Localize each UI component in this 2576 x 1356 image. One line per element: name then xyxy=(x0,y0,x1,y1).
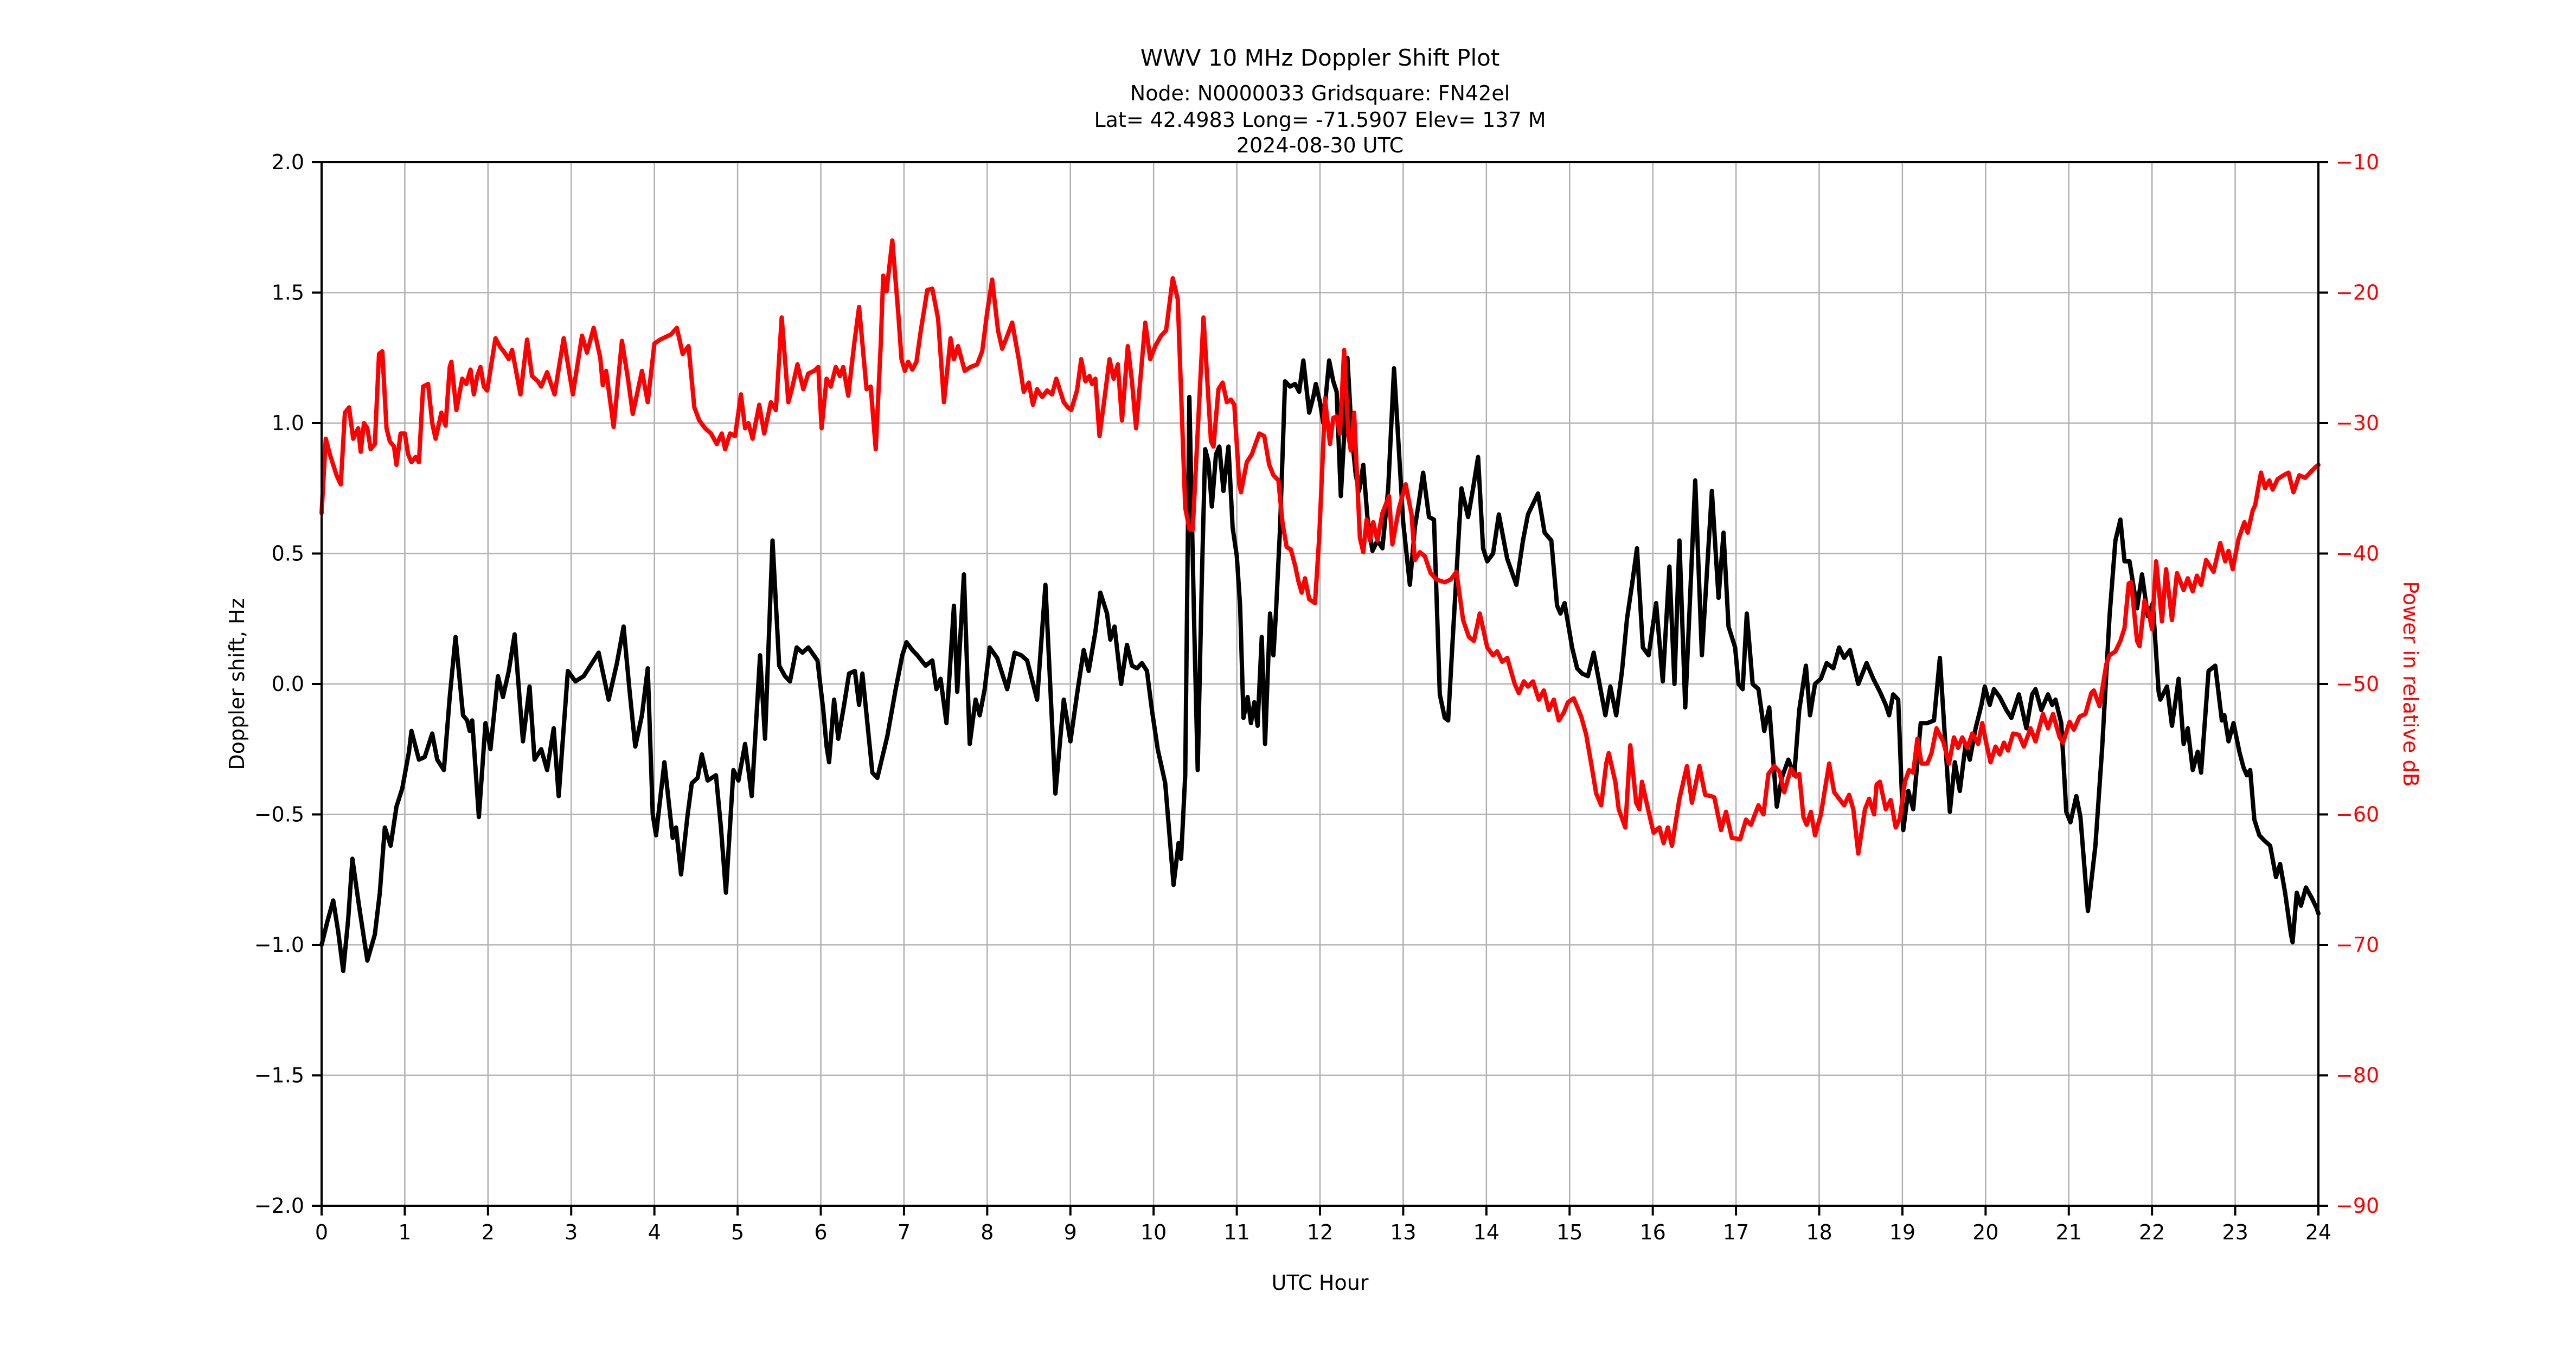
x-axis-label: UTC Hour xyxy=(1272,1271,1369,1295)
plot-title: WWV 10 MHz Doppler Shift Plot xyxy=(1140,44,1500,71)
y-right-tick-label: −30 xyxy=(2336,411,2379,435)
y-left-tick-label: 0.5 xyxy=(272,542,304,566)
x-tick-label: 9 xyxy=(1064,1220,1077,1244)
x-tick-label: 13 xyxy=(1390,1220,1416,1244)
x-tick-label: 7 xyxy=(898,1220,911,1244)
y-right-tick-label: −20 xyxy=(2336,281,2379,305)
y-axis-label-right: Power in relative dB xyxy=(2399,581,2423,786)
x-tick-label: 3 xyxy=(565,1220,578,1244)
x-tick-label: 2 xyxy=(482,1220,495,1244)
x-tick-label: 15 xyxy=(1556,1220,1582,1244)
y-right-tick-label: −10 xyxy=(2336,150,2379,174)
x-tick-label: 23 xyxy=(2222,1220,2248,1244)
x-tick-label: 5 xyxy=(731,1220,744,1244)
x-tick-label: 20 xyxy=(1972,1220,1998,1244)
plot-subtitle-node: Node: N0000033 Gridsquare: FN42el xyxy=(1130,81,1510,105)
x-tick-label: 0 xyxy=(315,1220,328,1244)
x-tick-label: 14 xyxy=(1473,1220,1500,1244)
x-tick-label: 12 xyxy=(1307,1220,1333,1244)
data-series xyxy=(319,238,2321,974)
x-tick-label: 6 xyxy=(814,1220,827,1244)
x-tick-label: 19 xyxy=(1889,1220,1915,1244)
x-tick-label: 16 xyxy=(1639,1220,1665,1244)
y-right-tick-label: −70 xyxy=(2336,933,2379,957)
x-tick-label: 18 xyxy=(1806,1220,1832,1244)
tick-marks xyxy=(312,161,2328,1216)
y-left-tick-label: 0.0 xyxy=(272,672,304,696)
x-tick-label: 1 xyxy=(398,1220,411,1244)
y-left-tick-label: 1.0 xyxy=(272,411,304,435)
y-right-tick-label: −80 xyxy=(2336,1064,2379,1088)
x-tick-label: 22 xyxy=(2139,1220,2165,1244)
tick-labels: 0 1 2 3 4 5 6 7 8 9 10 11 12 13 14 15 16 17 18 19 20 21 22 23 24… xyxy=(254,150,2379,1244)
doppler-shift-line xyxy=(319,355,2321,974)
y-left-tick-label: −1.5 xyxy=(254,1064,304,1088)
x-tick-label: 24 xyxy=(2305,1220,2331,1244)
x-tick-label: 11 xyxy=(1223,1220,1249,1244)
y-right-tick-label: −40 xyxy=(2336,542,2379,566)
y-left-tick-label: −0.5 xyxy=(254,803,304,827)
x-tick-label: 17 xyxy=(1723,1220,1749,1244)
y-left-tick-label: 1.5 xyxy=(272,281,304,305)
x-tick-label: 21 xyxy=(2056,1220,2082,1244)
x-tick-label: 8 xyxy=(981,1220,994,1244)
power-line xyxy=(319,238,2321,856)
y-axis-label-left: Doppler shift, Hz xyxy=(225,598,249,770)
x-tick-label: 4 xyxy=(648,1220,661,1244)
y-right-tick-label: −60 xyxy=(2336,803,2379,827)
plot-subtitle-location: Lat= 42.4983 Long= -71.5907 Elev= 137 M xyxy=(1094,108,1546,132)
y-left-tick-label: −1.0 xyxy=(254,933,304,957)
y-right-tick-label: −50 xyxy=(2336,672,2379,696)
y-right-tick-label: −90 xyxy=(2336,1194,2379,1218)
plot-subtitle-date: 2024-08-30 UTC xyxy=(1236,133,1404,157)
y-left-tick-label: −2.0 xyxy=(254,1194,304,1218)
x-tick-label: 10 xyxy=(1140,1220,1167,1244)
y-left-tick-label: 2.0 xyxy=(272,150,304,174)
